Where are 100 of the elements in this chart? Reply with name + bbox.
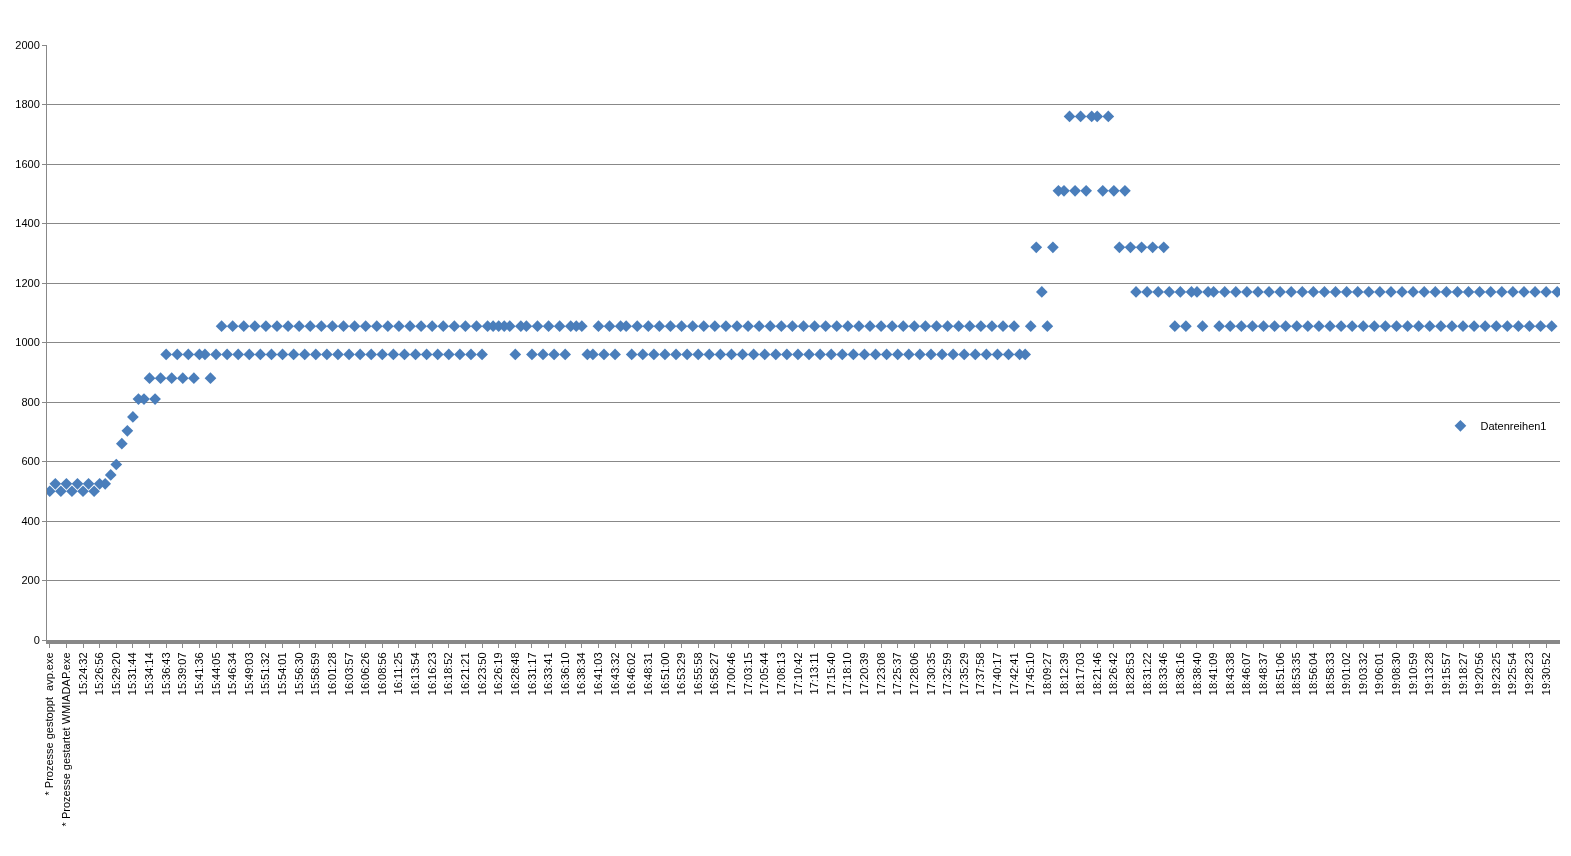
x-tick-label: 15:49:03 xyxy=(242,652,255,696)
x-tick-label: 18:51:06 xyxy=(1273,652,1286,696)
x-tick-label: 18:33:46 xyxy=(1157,652,1170,696)
x-tick-label: 18:58:33 xyxy=(1323,652,1336,696)
x-tick-label: 19:06:01 xyxy=(1373,652,1386,696)
x-tick-label: 16:16:23 xyxy=(425,652,438,696)
x-tick-label: 18:09:27 xyxy=(1040,652,1053,696)
x-tick-label: 16:46:02 xyxy=(625,652,638,696)
y-tick-label: 1400 xyxy=(15,217,40,230)
y-tick-label: 2000 xyxy=(15,38,40,51)
x-tick-label: 17:05:44 xyxy=(758,652,771,696)
y-tick-label: 1600 xyxy=(15,157,40,170)
x-tick-label: 16:51:00 xyxy=(658,652,671,696)
y-tick-label: 1800 xyxy=(15,98,40,111)
x-tick-label: 15:44:05 xyxy=(209,652,222,696)
y-tick-label: 0 xyxy=(33,633,40,646)
x-tick-label: 17:13:11 xyxy=(808,652,821,695)
x-tick-label: 19:28:23 xyxy=(1523,652,1536,696)
y-tick-label: 1000 xyxy=(15,336,40,349)
x-tick-label: 19:15:57 xyxy=(1439,652,1452,696)
x-tick-label: 16:31:17 xyxy=(525,652,538,696)
x-tick-label: 16:11:25 xyxy=(392,652,405,695)
x-tick-label: 15:24:32 xyxy=(76,652,89,696)
x-tick-label: 16:55:58 xyxy=(691,652,704,696)
x-tick-label: 17:40:17 xyxy=(991,652,1004,696)
x-tick-label: 18:26:42 xyxy=(1107,652,1120,696)
x-tick-label: 19:13:28 xyxy=(1423,652,1436,696)
x-tick-label: 15:41:36 xyxy=(192,652,205,696)
x-tick-label: 15:58:59 xyxy=(309,652,322,696)
x-tick-label: * Prozesse gestoppt avp.exe xyxy=(43,652,56,796)
x-tick-label: 16:33:41 xyxy=(542,652,555,696)
x-tick-label: 16:08:56 xyxy=(375,652,388,696)
legend-label: Datenreihen1 xyxy=(1480,420,1547,433)
x-tick-label: 15:51:32 xyxy=(259,652,272,696)
x-tick-label: 17:03:15 xyxy=(741,652,754,696)
x-tick-label: 17:32:59 xyxy=(941,652,954,696)
x-tick-label: 16:21:21 xyxy=(459,652,472,696)
x-tick-label: 17:28:06 xyxy=(907,652,920,696)
x-tick-label: 16:28:48 xyxy=(508,652,521,696)
x-tick-label: 19:23:25 xyxy=(1489,652,1502,696)
x-tick-label: 16:13:54 xyxy=(409,652,422,696)
x-tick-label: 17:37:58 xyxy=(974,652,987,696)
x-tick-label: 15:31:44 xyxy=(126,652,139,696)
x-tick-label: 19:30:52 xyxy=(1539,652,1552,696)
x-tick-label: 17:08:13 xyxy=(774,652,787,696)
x-tick-label: * Prozesse gestartet WMIADAP.exe xyxy=(59,652,72,827)
x-tick-label: 16:23:50 xyxy=(475,652,488,696)
x-tick-label: 18:43:38 xyxy=(1223,652,1236,696)
x-tick-label: 17:15:40 xyxy=(824,652,837,696)
x-tick-label: 16:36:10 xyxy=(558,652,571,696)
x-tick-label: 17:25:37 xyxy=(891,652,904,696)
y-tick-label: 400 xyxy=(21,514,40,527)
x-tick-label: 17:20:39 xyxy=(858,652,871,696)
x-tick-label: 17:45:10 xyxy=(1024,652,1037,696)
x-tick-label: 17:23:08 xyxy=(874,652,887,696)
x-tick-label: 19:01:02 xyxy=(1340,652,1353,696)
x-tick-label: 16:58:27 xyxy=(708,652,721,696)
x-tick-label: 19:25:54 xyxy=(1506,652,1519,696)
x-tick-label: 18:48:37 xyxy=(1257,652,1270,696)
y-tick-label: 800 xyxy=(21,395,40,408)
x-tick-label: 19:03:32 xyxy=(1356,652,1369,696)
x-tick-label: 16:18:52 xyxy=(442,652,455,696)
x-tick-label: 19:08:30 xyxy=(1390,652,1403,696)
x-tick-label: 16:38:34 xyxy=(575,652,588,696)
y-tick-label: 600 xyxy=(21,455,40,468)
x-tick-label: 15:29:20 xyxy=(109,652,122,696)
x-tick-label: 17:35:29 xyxy=(957,652,970,696)
x-tick-label: 16:03:57 xyxy=(342,652,355,696)
x-tick-label: 17:42:41 xyxy=(1007,652,1020,696)
x-tick-label: 18:12:39 xyxy=(1057,652,1070,696)
x-tick-label: 15:54:01 xyxy=(276,652,289,696)
x-tick-label: 18:21:46 xyxy=(1090,652,1103,696)
x-tick-label: 19:10:59 xyxy=(1406,652,1419,696)
x-tick-label: 16:26:19 xyxy=(492,652,505,696)
x-tick-label: 18:46:07 xyxy=(1240,652,1253,696)
x-tick-label: 18:17:03 xyxy=(1074,652,1087,696)
x-tick-label: 17:10:42 xyxy=(791,652,804,696)
x-tick-label: 15:39:07 xyxy=(176,652,189,696)
x-tick-label: 16:53:29 xyxy=(675,652,688,696)
y-tick-label: 200 xyxy=(21,574,40,587)
x-tick-label: 17:30:35 xyxy=(924,652,937,696)
x-tick-label: 18:28:53 xyxy=(1124,652,1137,696)
x-tick-label: 15:34:14 xyxy=(143,652,156,696)
x-tick-label: 17:18:10 xyxy=(841,652,854,696)
x-tick-label: 18:38:40 xyxy=(1190,652,1203,696)
x-tick-label: 17:00:46 xyxy=(725,652,738,696)
x-tick-label: 19:20:56 xyxy=(1473,652,1486,696)
x-tick-label: 18:41:09 xyxy=(1207,652,1220,696)
x-tick-label: 15:26:56 xyxy=(93,652,106,696)
x-tick-label: 16:41:03 xyxy=(592,652,605,696)
x-tick-label: 18:56:04 xyxy=(1306,652,1319,696)
x-tick-label: 16:06:26 xyxy=(359,652,372,696)
x-tick-label: 15:56:30 xyxy=(292,652,305,696)
x-tick-label: 15:36:43 xyxy=(159,652,172,696)
x-tick-label: 15:46:34 xyxy=(226,652,239,696)
x-tick-label: 18:53:35 xyxy=(1290,652,1303,696)
x-tick-label: 16:48:31 xyxy=(641,652,654,696)
x-tick-label: 19:18:27 xyxy=(1456,652,1469,696)
x-tick-label: 16:01:28 xyxy=(326,652,338,696)
x-tick-label: 16:43:32 xyxy=(608,652,621,696)
